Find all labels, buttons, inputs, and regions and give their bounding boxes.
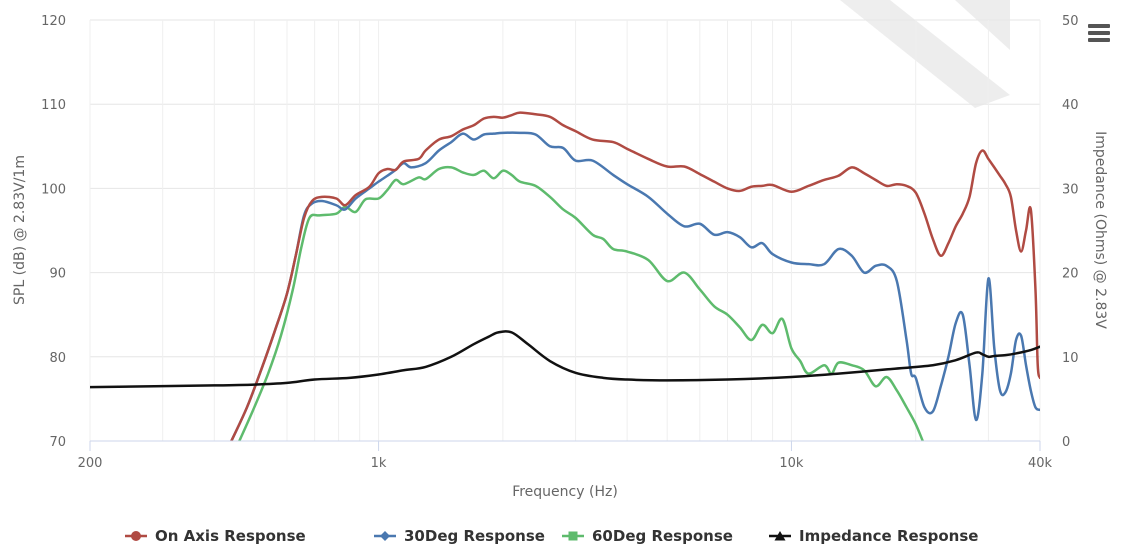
y-tick-label: 90 [49,267,66,282]
x-tick-label: 40k [1028,456,1053,471]
legend: On Axis Response 30Deg Response 60Deg Resp… [125,527,978,544]
legend-square-marker [568,531,578,541]
y2-tick-label: 40 [1062,98,1079,113]
legend-item[interactable]: Impedance Response [769,527,978,544]
y-tick-label: 70 [49,435,66,450]
grid [89,19,1041,442]
y-tick-label: 110 [41,98,66,113]
legend-label: Impedance Response [799,527,978,544]
y-tick-label: 120 [41,14,66,29]
series-line-30deg-response [230,131,1040,441]
menu-icon[interactable] [1088,24,1112,46]
legend-item[interactable]: 60Deg Response [562,527,733,544]
x-tick-label: 200 [78,456,103,471]
y2-tick-label: 10 [1062,351,1079,366]
axes: 70 80 90 100 110 120 0 10 20 30 40 50 200 1k 10k 40k [41,14,1078,471]
y2-tick-label: 30 [1062,182,1079,197]
legend-circle-marker [131,531,141,541]
plot-area [90,111,1040,441]
y-tick-label: 100 [41,182,66,197]
legend-item[interactable]: 30Deg Response [374,527,545,544]
y2-axis-title: Impedance (Ohms) @ 2.83V [1092,131,1108,329]
legend-diamond-marker [380,531,390,541]
series-line-impedance-response [90,330,1040,389]
legend-item[interactable]: On Axis Response [125,527,306,544]
x-axis-title: Frequency (Hz) [512,484,618,500]
y2-tick-label: 50 [1062,14,1079,29]
legend-label: 60Deg Response [592,527,733,544]
legend-label: 30Deg Response [404,527,545,544]
y-tick-label: 80 [49,351,66,366]
legend-label: On Axis Response [155,527,306,544]
x-tick-label: 1k [371,456,387,471]
y-axis-title: SPL (dB) @ 2.83V/1m [12,155,28,305]
x-tick-label: 10k [779,456,804,471]
y2-tick-label: 20 [1062,267,1079,282]
legend-triangle-marker [774,531,786,541]
series-line-on-axis-response [230,111,1040,441]
y2-tick-label: 0 [1062,435,1070,450]
watermark [840,0,1010,108]
series-line-60deg-response [238,165,924,441]
